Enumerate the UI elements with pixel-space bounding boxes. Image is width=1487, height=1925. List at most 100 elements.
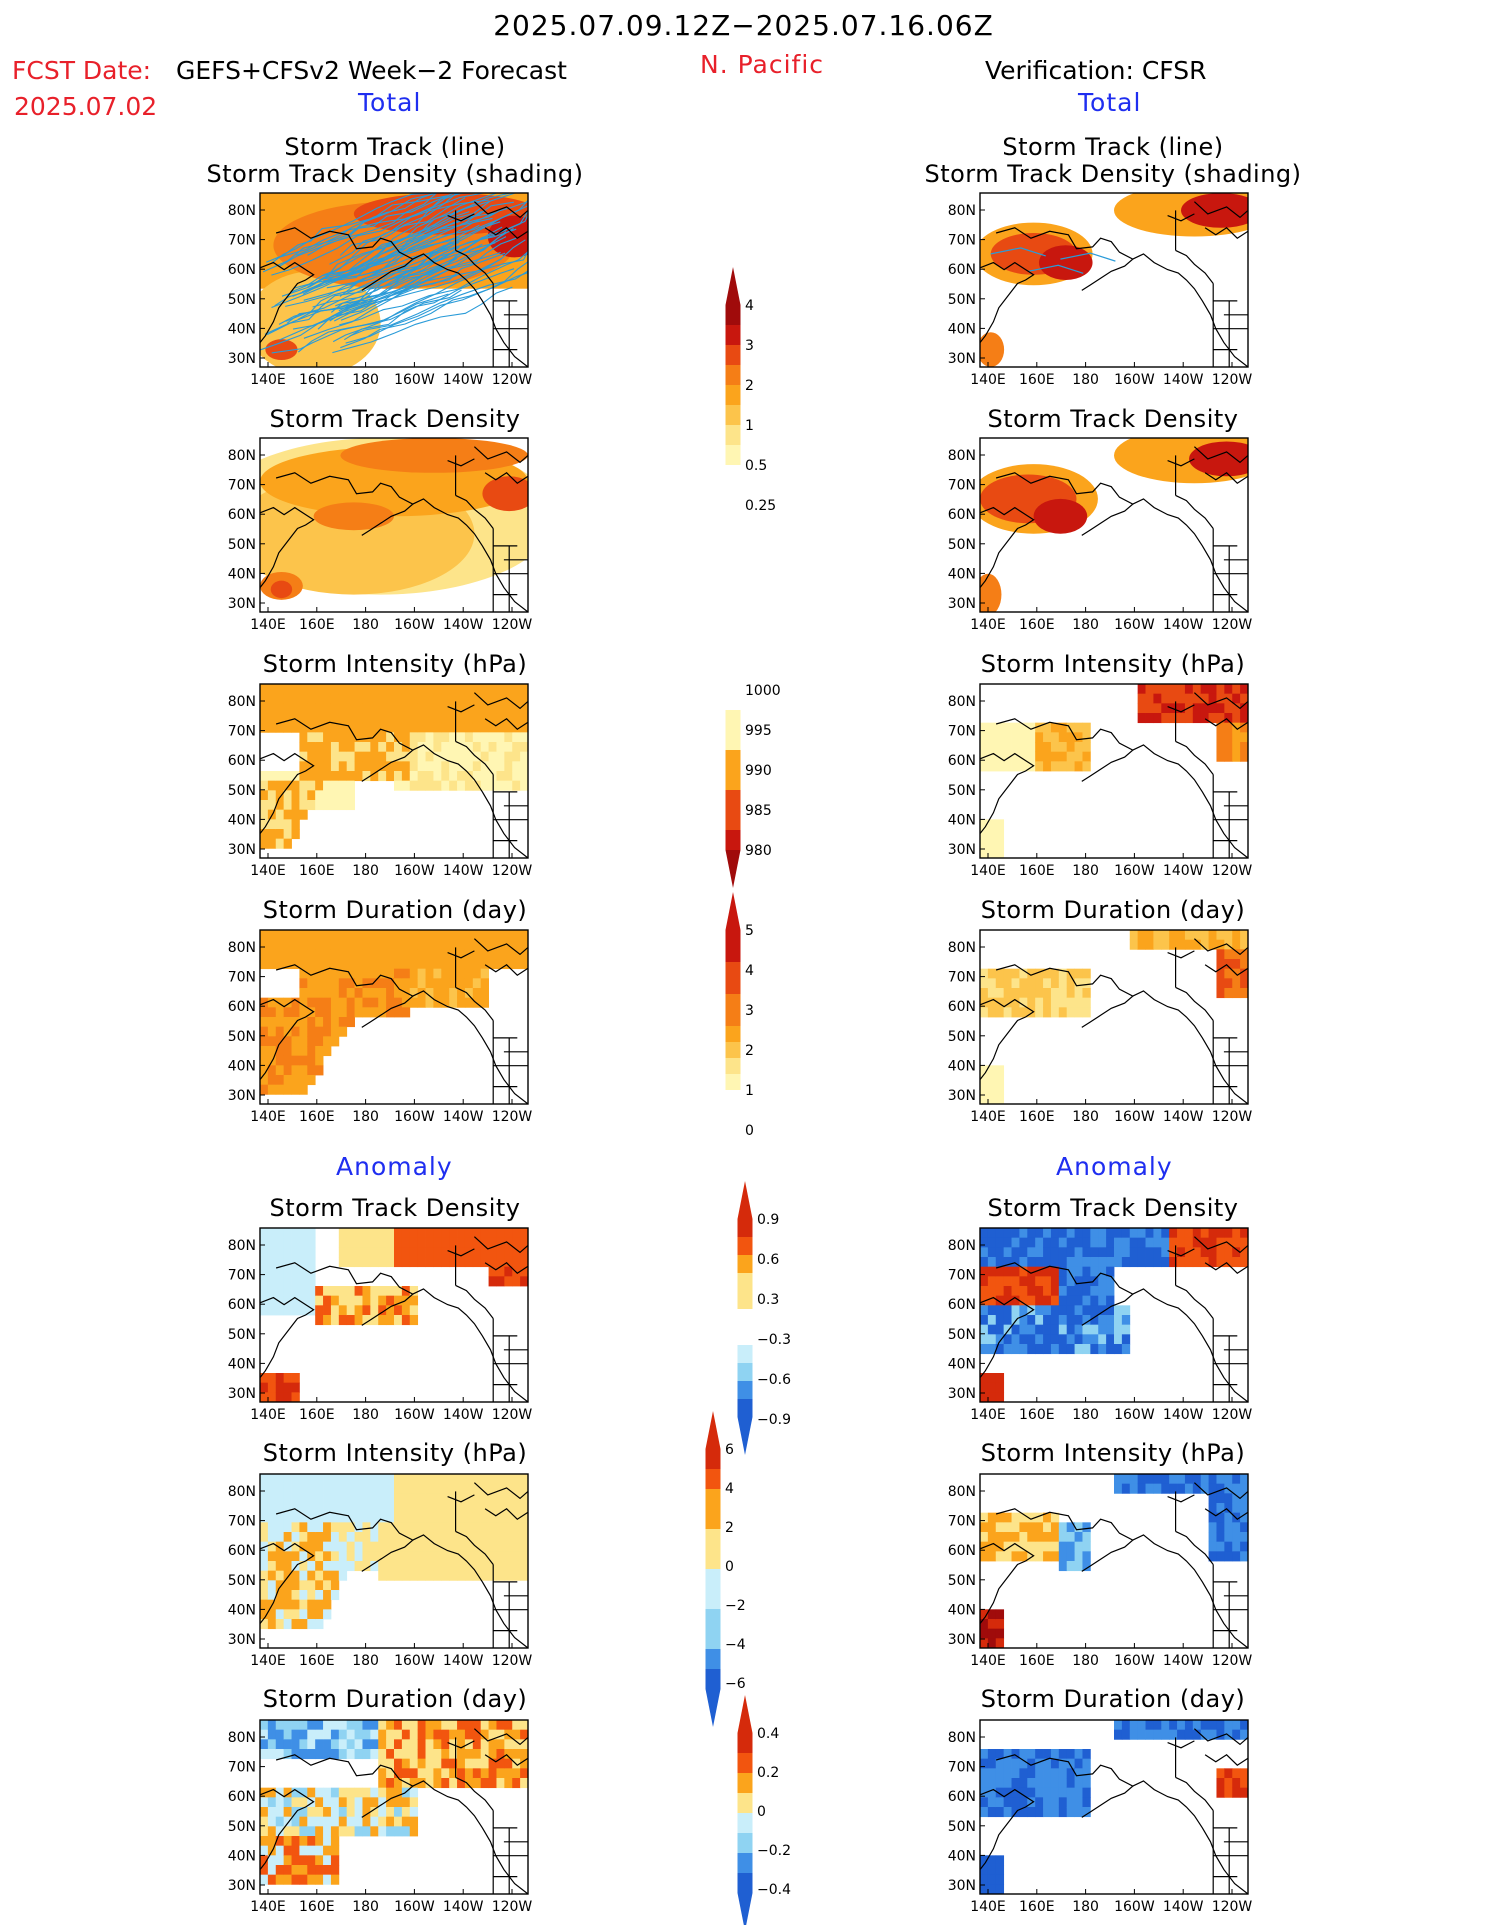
grid-cell — [401, 1503, 411, 1514]
shaded-area — [1033, 498, 1088, 534]
grid-cell — [401, 713, 411, 724]
vf-duration-panel-content — [980, 930, 1248, 1104]
grid-cell — [449, 1228, 458, 1239]
lat-tick-label: 30N — [948, 1386, 976, 1402]
grid-cell — [323, 1305, 332, 1316]
grid-cell — [307, 1609, 316, 1620]
grid-cell — [1066, 1768, 1075, 1779]
grid-cell — [980, 1749, 989, 1760]
lat-tick-label: 70N — [948, 1760, 976, 1776]
colorbar-label: −4 — [725, 1637, 746, 1653]
grid-cell — [1019, 1237, 1028, 1248]
lat-tick-label: 70N — [228, 1514, 256, 1530]
grid-cell — [291, 800, 300, 811]
grid-cell — [354, 1295, 363, 1306]
grid-cell — [496, 949, 505, 960]
grid-cell — [1184, 939, 1194, 950]
grid-cell — [1216, 1247, 1225, 1258]
title-line-1: Storm Track (line) — [284, 133, 506, 161]
grid-cell — [260, 1228, 269, 1239]
grid-cell — [1035, 1551, 1044, 1562]
grid-cell — [299, 1561, 308, 1572]
colorbar-segment — [737, 1853, 753, 1873]
grid-cell — [299, 1619, 308, 1630]
grid-cell — [283, 1580, 292, 1591]
lon-tick-label: 140E — [970, 1899, 1006, 1915]
grid-cell — [307, 732, 316, 743]
grid-cell — [1106, 1247, 1115, 1258]
grid-cell — [1208, 1541, 1217, 1552]
lat-tick-label: 60N — [948, 507, 976, 523]
grid-cell — [338, 1532, 348, 1543]
grid-cell — [338, 997, 348, 1008]
grid-cell — [1035, 751, 1044, 762]
grid-cell — [1129, 1729, 1139, 1740]
colorbar-segment — [737, 1873, 753, 1893]
grid-cell — [1208, 1493, 1217, 1504]
grid-cell — [425, 1561, 434, 1572]
grid-cell — [1003, 1512, 1012, 1523]
grid-cell — [1145, 1474, 1154, 1485]
grid-cell — [338, 959, 348, 970]
grid-cell — [283, 713, 292, 724]
grid-cell — [291, 959, 300, 970]
grid-cell — [1082, 1334, 1091, 1345]
colorbar-segment — [725, 365, 741, 385]
grid-cell — [1003, 1276, 1012, 1287]
grid-cell — [480, 732, 489, 743]
grid-cell — [480, 1551, 489, 1562]
grid-cell — [378, 1561, 387, 1572]
grid-cell — [417, 1729, 426, 1740]
grid-cell — [1192, 713, 1202, 724]
grid-cell — [464, 742, 474, 753]
grid-cell — [307, 1551, 316, 1562]
coastline — [259, 261, 315, 343]
grid-cell — [307, 988, 316, 999]
grid-cell — [1192, 939, 1202, 950]
grid-cell — [987, 1512, 997, 1523]
grid-cell — [323, 703, 332, 714]
grid-cell — [291, 819, 300, 830]
grid-cell — [275, 939, 285, 950]
grid-cell — [1043, 1749, 1052, 1760]
grid-cell — [267, 1228, 277, 1239]
grid-cell — [1216, 722, 1225, 733]
grid-cell — [260, 1017, 269, 1028]
lon-tick-label: 180 — [352, 1899, 379, 1915]
grid-cell — [267, 1816, 277, 1827]
grid-cell — [260, 1247, 269, 1258]
grid-cell — [1184, 703, 1194, 714]
grid-cell — [520, 1266, 528, 1277]
grid-cell — [315, 1036, 324, 1047]
grid-cell — [267, 1855, 277, 1866]
grid-cell — [1224, 722, 1233, 733]
colorbar-segment — [725, 830, 741, 850]
grid-cell — [299, 1503, 308, 1514]
grid-cell — [291, 1493, 300, 1504]
grid-cell — [417, 1483, 426, 1494]
lat-tick-label: 60N — [948, 262, 976, 278]
grid-cell — [291, 1739, 300, 1750]
grid-cell — [330, 722, 340, 733]
colorbar-label: 1 — [745, 1083, 754, 1099]
grid-cell — [980, 1257, 989, 1268]
grid-cell — [1216, 1237, 1225, 1248]
grid-cell — [275, 1619, 285, 1630]
grid-cell — [362, 1749, 371, 1760]
grid-cell — [1192, 1483, 1202, 1494]
grid-cell — [323, 949, 332, 960]
grid-cell — [1058, 1541, 1068, 1552]
grid-cell — [299, 1590, 308, 1601]
grid-cell — [1082, 722, 1091, 733]
grid-cell — [1232, 1474, 1241, 1485]
grid-cell — [1208, 1551, 1217, 1562]
grid-cell — [260, 1845, 269, 1856]
grid-cell — [980, 1758, 989, 1769]
grid-cell — [409, 1512, 419, 1523]
grid-cell — [307, 1816, 316, 1827]
grid-cell — [1090, 1228, 1099, 1239]
grid-cell — [488, 761, 497, 772]
grid-cell — [394, 1778, 403, 1789]
grid-cell — [488, 1522, 497, 1533]
grid-cell — [283, 1474, 292, 1485]
